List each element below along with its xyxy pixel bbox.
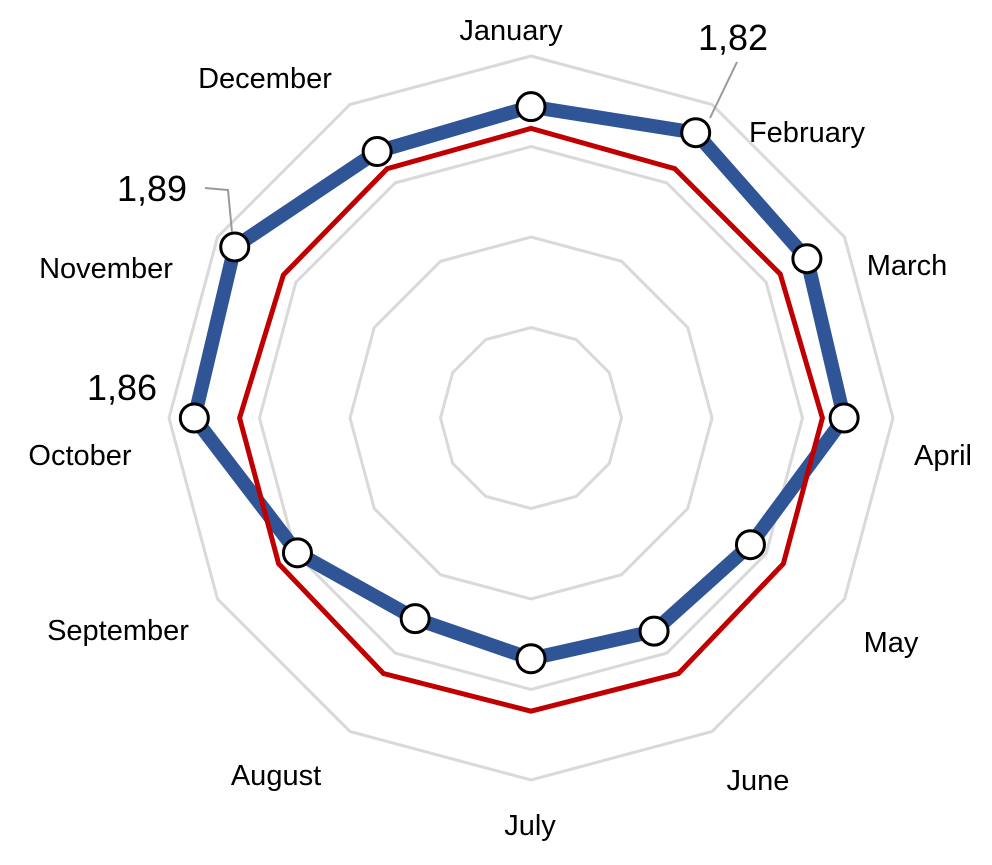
category-label-july: July — [504, 810, 556, 842]
category-label-april: April — [914, 440, 972, 472]
data-label-february: 1,82 — [698, 17, 768, 58]
category-label-june: June — [727, 765, 790, 797]
grid-ring-3 — [257, 144, 805, 692]
data-label-november: 1,89 — [117, 168, 187, 209]
series-1-marker-november — [219, 231, 251, 263]
data-label-leader-november — [204, 187, 233, 233]
series-layer — [178, 91, 860, 714]
series-1-marker-december — [361, 136, 393, 168]
category-label-may: May — [864, 627, 919, 659]
series-1-marker-april — [828, 402, 860, 434]
category-label-february: February — [749, 117, 866, 149]
series-1-marker-february — [680, 117, 712, 149]
grid-rings — [167, 54, 895, 782]
category-labels: January February March April May June July Augu… — [28, 15, 972, 842]
category-label-august: August — [231, 760, 321, 792]
category-label-december: December — [198, 63, 332, 95]
series-1-marker-march — [791, 243, 823, 275]
category-label-october: October — [28, 440, 131, 472]
category-label-september: September — [47, 615, 189, 647]
grid-ring-1 — [438, 325, 624, 511]
data-label-leader-february — [709, 61, 738, 119]
series-1-marker-july — [515, 643, 547, 675]
category-label-november: November — [39, 253, 173, 285]
data-labels: 1,82 1,89 1,86 — [87, 17, 768, 408]
series-1-marker-august — [399, 603, 431, 635]
series-1-marker-january — [515, 91, 547, 123]
grid-ring-4 — [167, 54, 895, 782]
data-label-october: 1,86 — [87, 367, 157, 408]
series-1-marker-may — [734, 529, 766, 561]
series-1-marker-september — [281, 537, 313, 569]
series-1-marker-october — [178, 402, 210, 434]
category-label-march: March — [867, 250, 948, 282]
grid-ring-2 — [348, 235, 714, 601]
series-1-marker-june — [638, 615, 670, 647]
category-label-january: January — [459, 15, 563, 47]
series-2-line — [236, 125, 826, 714]
